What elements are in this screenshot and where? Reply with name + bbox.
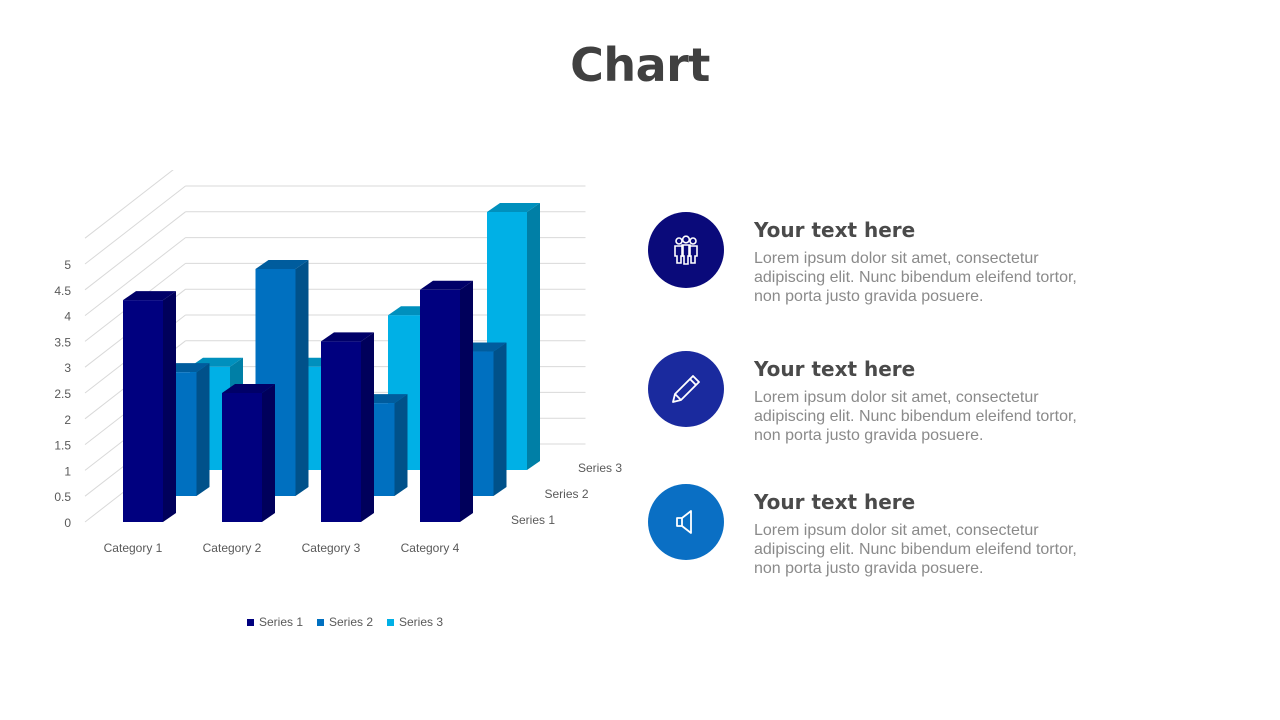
- gridline-side: [84, 237, 186, 316]
- series-axis-label: Series 2: [545, 487, 589, 501]
- bar-top: [321, 332, 374, 342]
- bar-side: [196, 363, 210, 496]
- bar: [222, 393, 262, 522]
- y-tick-label: 2: [64, 413, 71, 427]
- bar-side: [394, 394, 408, 496]
- icon-circle: [648, 484, 724, 560]
- y-tick-label: 4.5: [54, 284, 71, 298]
- y-tick-label: 1: [64, 464, 71, 478]
- y-tick-label: 2.5: [54, 387, 71, 401]
- bar-top: [123, 291, 176, 301]
- bar-top: [255, 259, 309, 269]
- bar-side: [361, 332, 374, 522]
- item-body: Lorem ipsum dolor sit amet, consectetur …: [754, 522, 1077, 577]
- speaker-icon: [676, 510, 692, 534]
- text-item-2: Your text here Lorem ipsum dolor sit ame…: [648, 351, 1118, 444]
- x-tick-label: Category 1: [104, 541, 163, 555]
- legend-label: Series 3: [399, 615, 443, 629]
- bar-top: [487, 203, 540, 212]
- legend-label: Series 1: [259, 615, 303, 629]
- series-axis-label: Series 3: [578, 461, 622, 475]
- slide-title: Chart: [570, 38, 710, 92]
- bar-side: [295, 259, 309, 496]
- bar-side: [163, 291, 176, 522]
- bar-chart-3d: 0 0.5 1 1.5 2 2.5 3 3.5 4 4.5 5 Category 1 Category …: [54, 170, 622, 629]
- legend-swatch: [387, 619, 394, 626]
- x-tick-label: Category 2: [203, 541, 262, 555]
- item-heading: Your text here: [754, 357, 916, 381]
- pencil-icon: [672, 375, 700, 403]
- text-item-3: Your text here Lorem ipsum dolor sit ame…: [648, 484, 1118, 577]
- item-heading: Your text here: [754, 218, 916, 242]
- y-tick-label: 0: [64, 516, 71, 530]
- bar: [420, 289, 460, 522]
- y-tick-label: 5: [64, 258, 71, 272]
- y-tick-label: 0.5: [54, 490, 71, 504]
- item-body: Lorem ipsum dolor sit amet, consectetur …: [754, 389, 1077, 444]
- bar-side: [460, 280, 473, 522]
- series-axis-label: Series 1: [511, 513, 555, 527]
- icon-circle: [648, 212, 724, 288]
- item-body: Lorem ipsum dolor sit amet, consectetur …: [754, 250, 1077, 305]
- text-item-1: Your text here Lorem ipsum dolor sit ame…: [648, 212, 1118, 305]
- item-heading: Your text here: [754, 490, 916, 514]
- gridline-side: [84, 170, 174, 239]
- y-tick-label: 3.5: [54, 335, 71, 349]
- y-tick-label: 1.5: [54, 439, 71, 453]
- legend-swatch: [317, 619, 324, 626]
- bar-top: [420, 280, 473, 290]
- bar-side: [262, 384, 275, 522]
- x-tick-label: Category 4: [401, 541, 460, 555]
- bar-top: [222, 384, 275, 393]
- gridline-side: [84, 185, 186, 265]
- legend-swatch: [247, 619, 254, 626]
- legend-label: Series 2: [329, 615, 373, 629]
- icon-circle: [648, 351, 724, 427]
- bar-side: [527, 203, 540, 470]
- bar: [321, 341, 361, 522]
- people-icon: [674, 235, 698, 265]
- y-tick-label: 4: [64, 310, 71, 324]
- bar: [123, 300, 163, 522]
- y-tick-label: 3: [64, 361, 71, 375]
- x-tick-label: Category 3: [302, 541, 361, 555]
- bar-side: [493, 342, 507, 496]
- gridline-side: [84, 211, 186, 291]
